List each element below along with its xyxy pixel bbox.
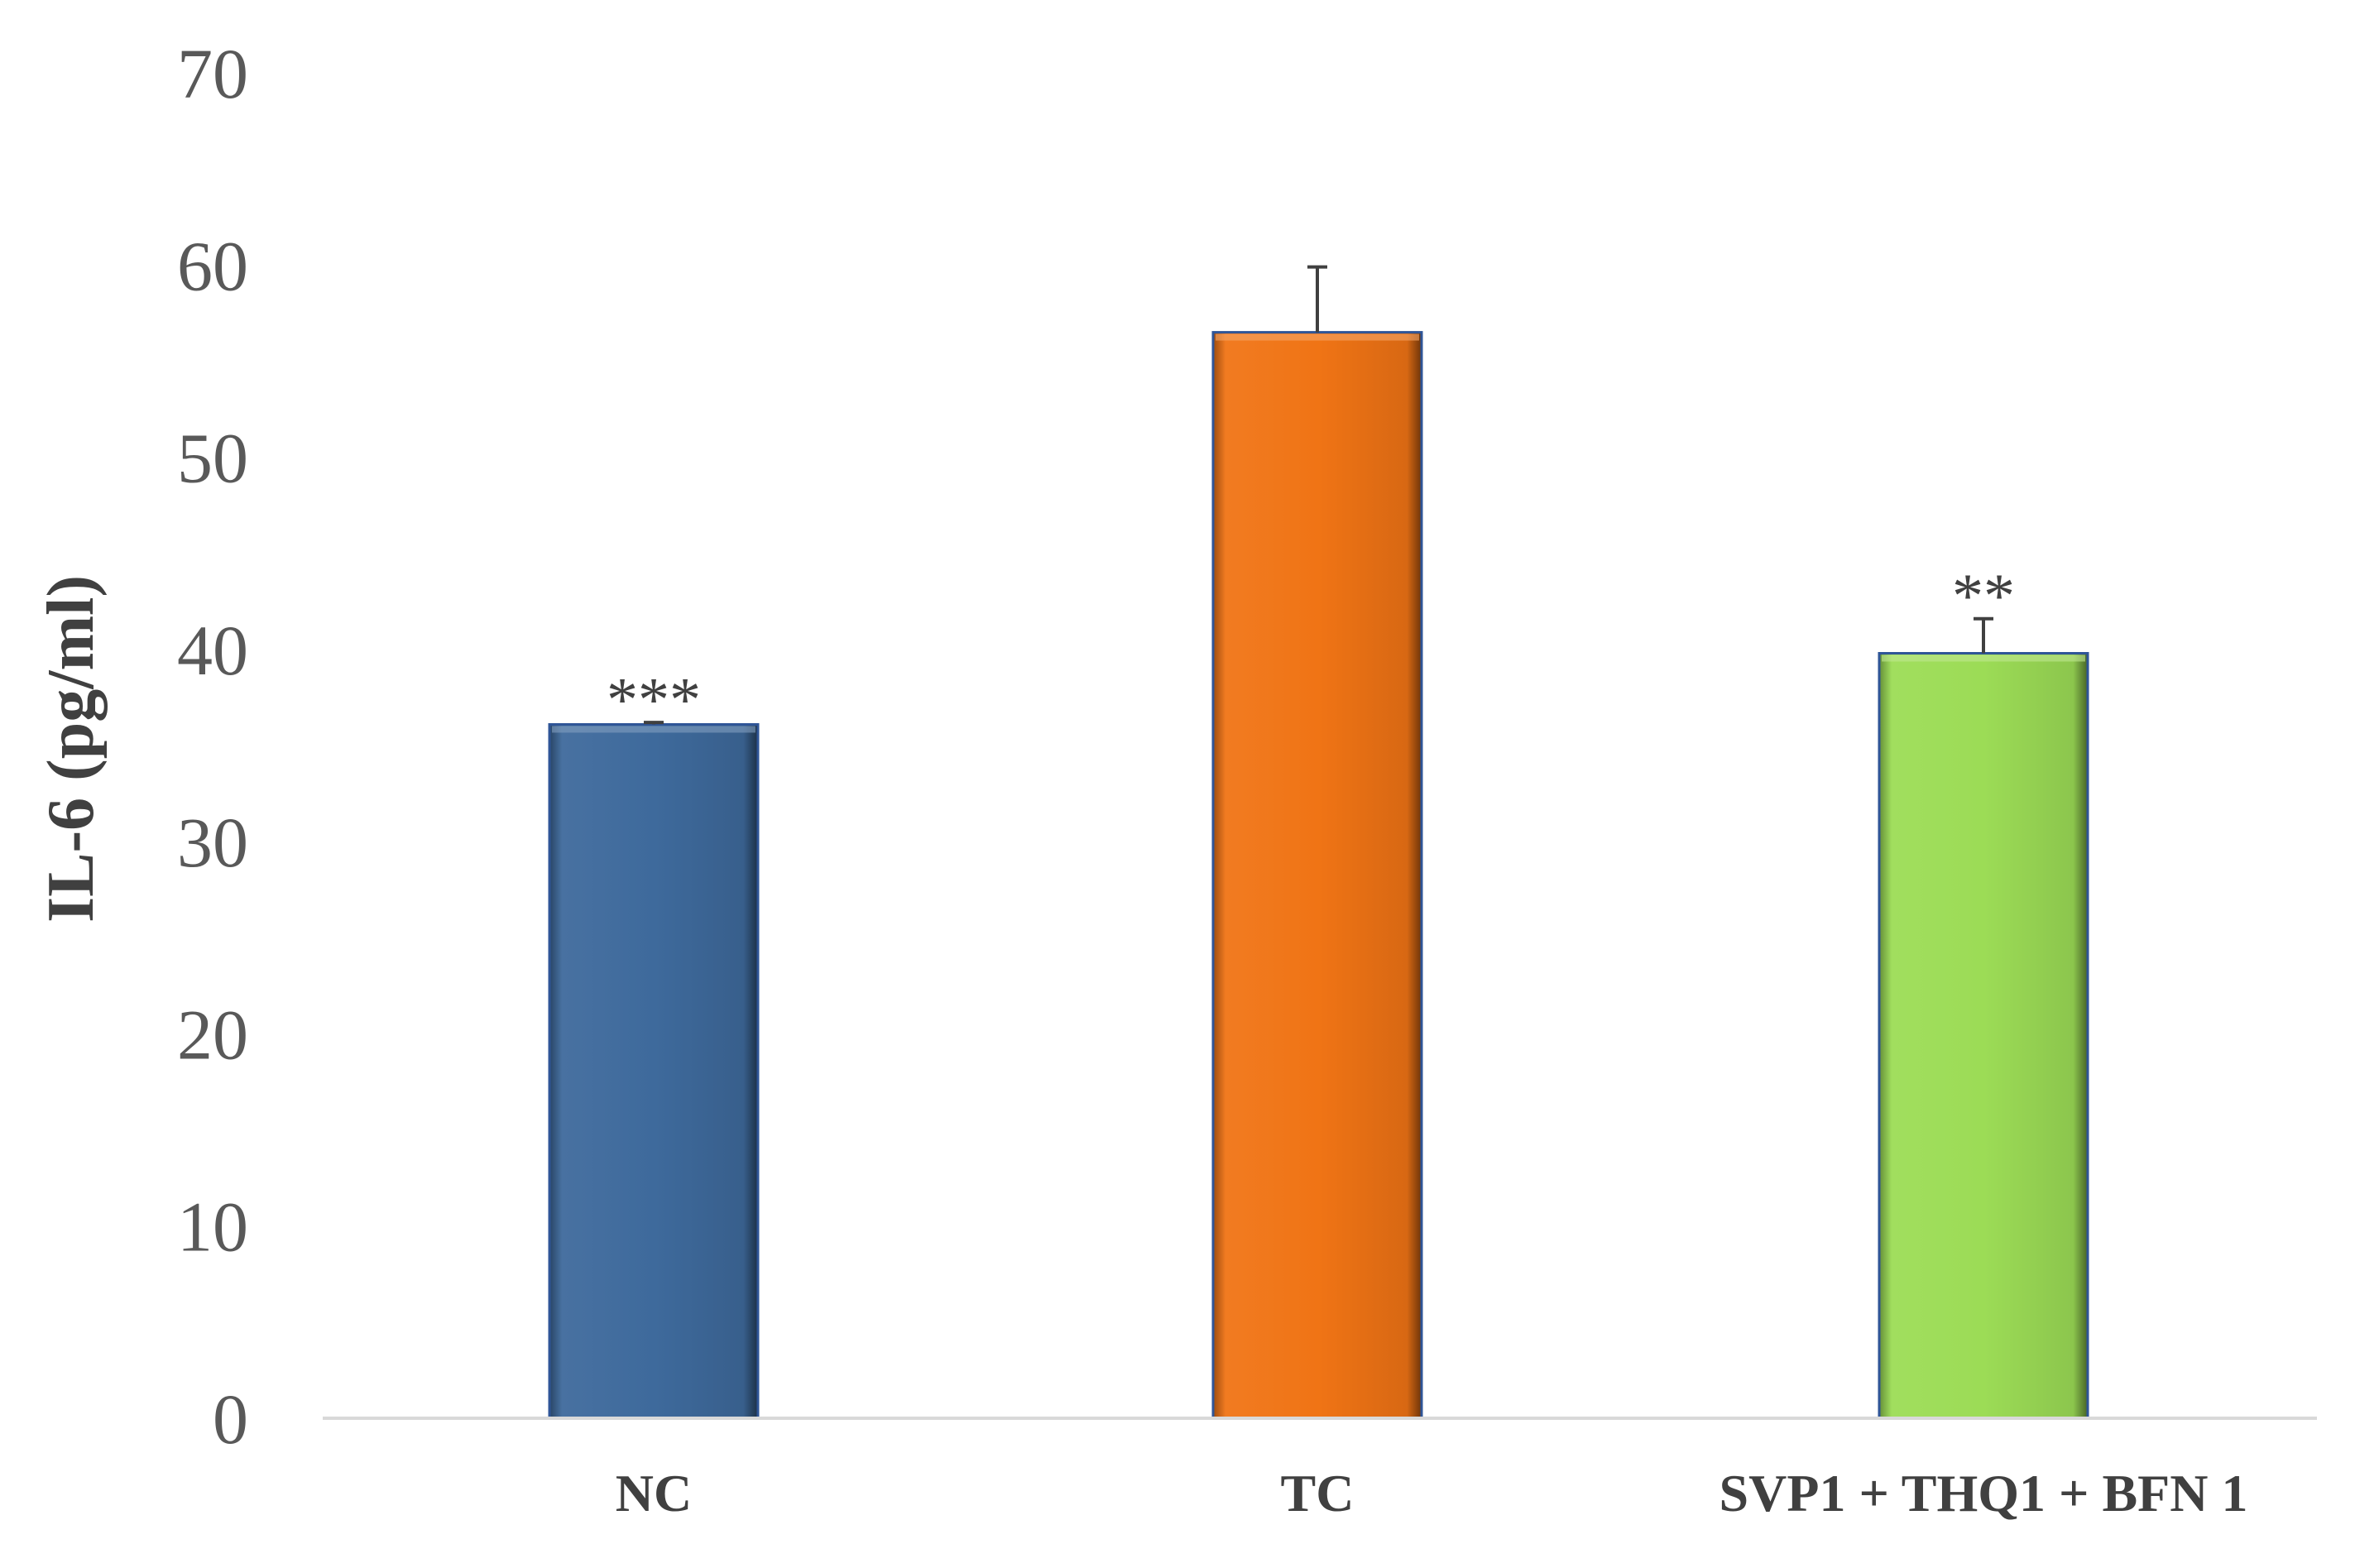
y-axis-title: IL-6 (pg/ml) — [35, 575, 108, 923]
bar-top-highlight — [1216, 333, 1419, 341]
bar-top-highlight — [552, 726, 755, 733]
x-category-label: TC — [1281, 1464, 1355, 1522]
x-category-label: NC — [616, 1464, 692, 1522]
y-tick-label: 20 — [177, 995, 248, 1074]
y-tick-label: 50 — [177, 419, 248, 498]
bar-top-highlight — [1882, 655, 2085, 662]
x-category-label: SVP1 + THQ1 + BFN 1 — [1719, 1464, 2248, 1522]
y-tick-label: 60 — [177, 226, 248, 305]
y-tick-label: 0 — [213, 1379, 248, 1459]
bar-svp1-thq1-bfn-1 — [1878, 652, 2089, 1420]
x-axis-categories: NC TC SVP1 + THQ1 + BFN 1 — [616, 1464, 2248, 1522]
y-axis-ticks: 0 10 20 30 40 50 60 70 — [177, 34, 248, 1459]
y-tick-label: 30 — [177, 803, 248, 882]
significance-label: ** — [1952, 562, 2015, 631]
y-tick-label: 40 — [177, 611, 248, 690]
error-bars — [644, 265, 1993, 725]
bars — [548, 331, 2089, 1420]
y-tick-label: 70 — [177, 34, 248, 113]
bar-tc — [1211, 331, 1423, 1420]
significance-label: *** — [607, 665, 701, 735]
significance-markers: ***** — [607, 562, 2015, 735]
y-tick-label: 10 — [177, 1187, 248, 1267]
bar-nc — [548, 722, 760, 1420]
